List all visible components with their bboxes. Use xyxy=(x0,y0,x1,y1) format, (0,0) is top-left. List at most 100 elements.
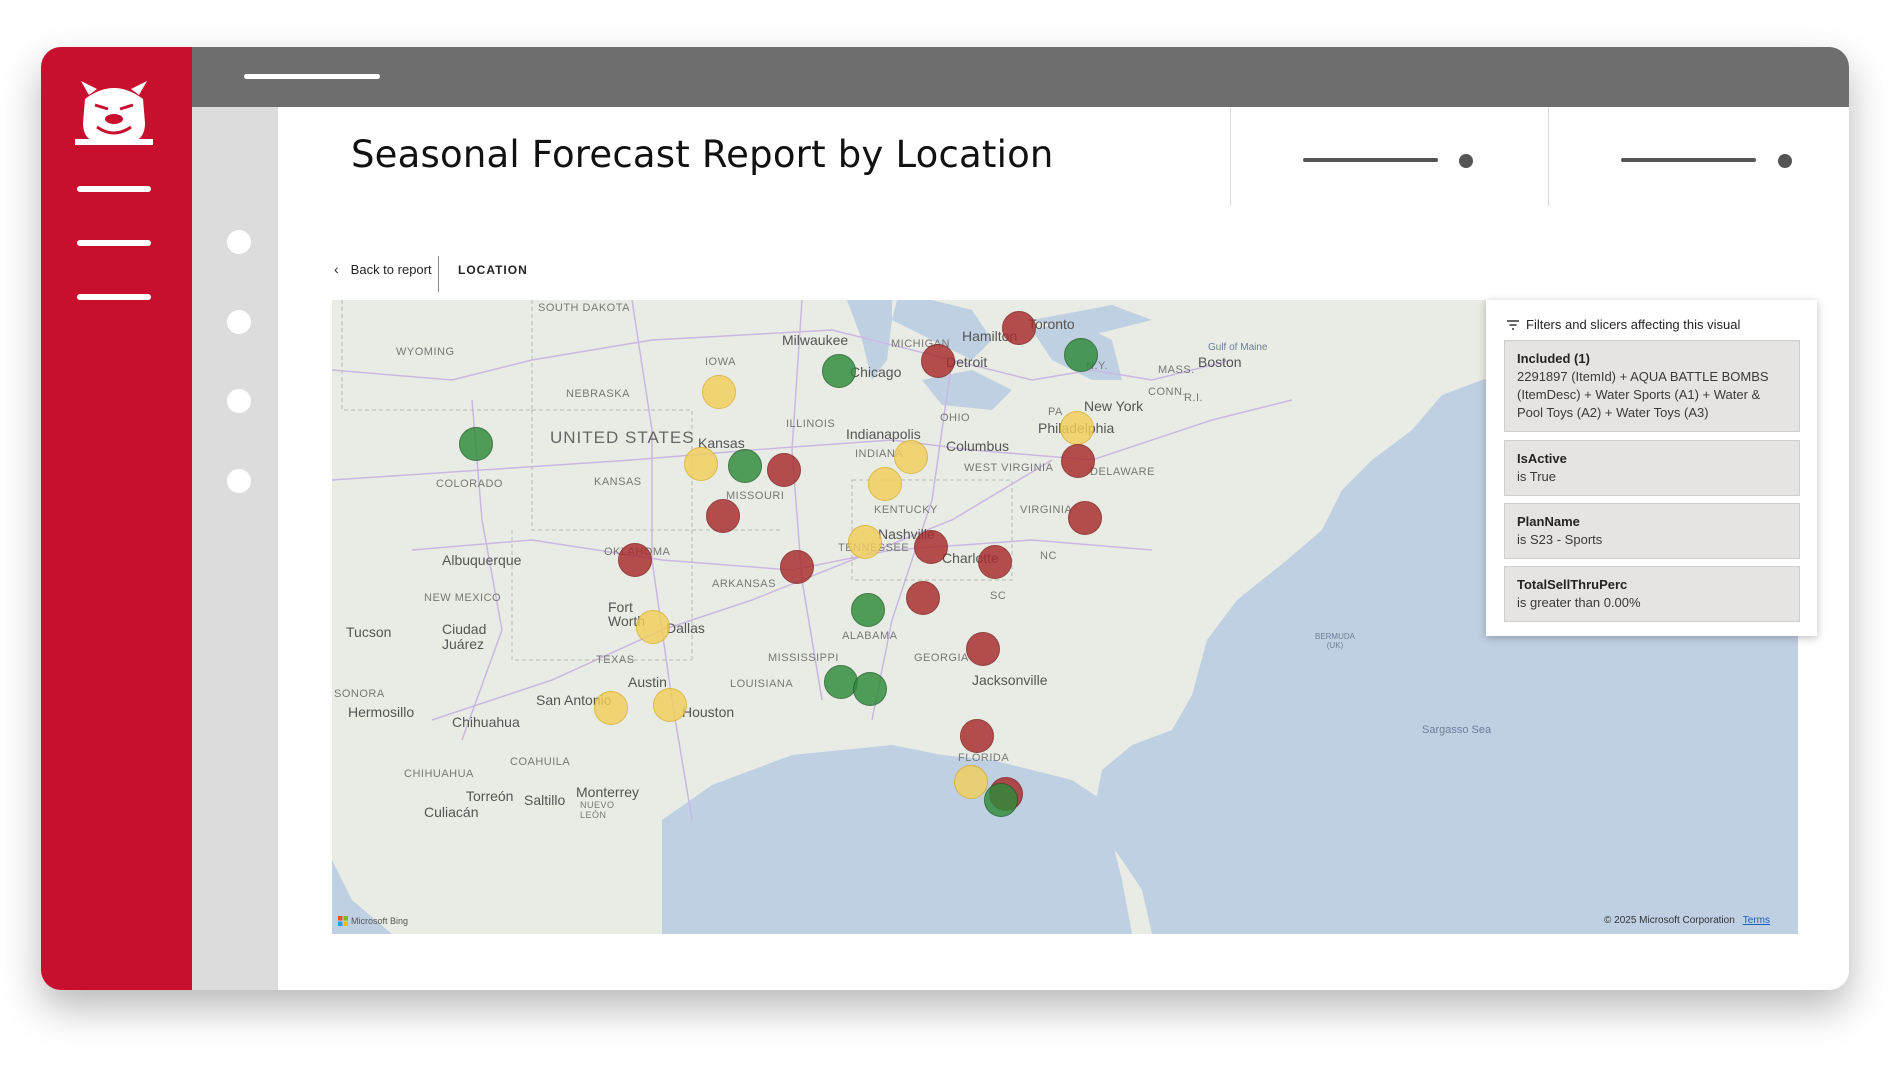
map-label: MISSOURI xyxy=(726,490,785,502)
map-marker-red[interactable] xyxy=(618,543,652,577)
map-marker-yellow[interactable] xyxy=(653,688,687,722)
map-marker-green[interactable] xyxy=(728,449,762,483)
bing-label: Microsoft Bing xyxy=(351,916,409,926)
map-marker-yellow[interactable] xyxy=(684,447,718,481)
map-label: FLORIDA xyxy=(958,752,1010,764)
map-marker-green[interactable] xyxy=(851,593,885,627)
map-marker-red[interactable] xyxy=(960,719,994,753)
top-bar-placeholder-line xyxy=(244,74,380,79)
map-copyright: © 2025 Microsoft Corporation Terms xyxy=(1604,915,1770,926)
map-label: LOUISIANA xyxy=(730,678,794,690)
filter-title: IsActive xyxy=(1517,451,1567,466)
map-marker-yellow[interactable] xyxy=(636,610,670,644)
top-bar xyxy=(192,47,1849,107)
map-marker-red[interactable] xyxy=(978,545,1012,579)
map-label: NUEVO LEÓN xyxy=(580,800,615,820)
map-label: INDIANA xyxy=(855,448,904,460)
map-marker-red[interactable] xyxy=(914,530,948,564)
map-marker-yellow[interactable] xyxy=(1060,411,1094,445)
map-marker-green[interactable] xyxy=(459,427,493,461)
terms-link[interactable]: Terms xyxy=(1742,915,1770,926)
header-slider-dot-2[interactable] xyxy=(1778,154,1792,168)
back-label: Back to report xyxy=(350,261,432,277)
map-label: Columbus xyxy=(946,438,1010,454)
map-marker-green[interactable] xyxy=(984,783,1018,817)
map-label: GEORGIA xyxy=(914,652,969,664)
map-label: MISSISSIPPI xyxy=(768,652,839,664)
map-label: Monterrey xyxy=(576,784,640,800)
map-marker-yellow[interactable] xyxy=(848,525,882,559)
map-label: UNITED STATES xyxy=(550,428,695,447)
map-label: NEBRASKA xyxy=(566,388,630,400)
map-marker-red[interactable] xyxy=(780,550,814,584)
map-label: KANSAS xyxy=(594,476,642,488)
filters-panel: Filters and slicers affecting this visua… xyxy=(1486,300,1817,636)
rail-dot-3[interactable] xyxy=(227,389,251,413)
map-label: Sargasso Sea xyxy=(1422,724,1492,736)
filter-detail: 2291897 (ItemId) + AQUA BATTLE BOMBS (It… xyxy=(1517,369,1769,420)
map-marker-yellow[interactable] xyxy=(702,375,736,409)
map-marker-yellow[interactable] xyxy=(594,691,628,725)
map-marker-green[interactable] xyxy=(1064,338,1098,372)
map-marker-red[interactable] xyxy=(1002,311,1036,345)
copyright-text: © 2025 Microsoft Corporation xyxy=(1604,915,1735,926)
header-slider-dot-1[interactable] xyxy=(1459,154,1473,168)
map-label: VIRGINIA xyxy=(1020,504,1073,516)
map-label: Dallas xyxy=(666,620,705,636)
map-marker-yellow[interactable] xyxy=(894,440,928,474)
filter-card-totalsellthru[interactable]: TotalSellThruPerc is greater than 0.00% xyxy=(1504,566,1800,622)
app-sidebar xyxy=(41,47,192,990)
rail-dot-1[interactable] xyxy=(227,230,251,254)
header-divider-2 xyxy=(1548,107,1549,206)
map-marker-green[interactable] xyxy=(822,354,856,388)
map-label: SC xyxy=(990,590,1007,602)
map-marker-yellow[interactable] xyxy=(868,467,902,501)
filter-card-isactive[interactable]: IsActive is True xyxy=(1504,440,1800,496)
map-label: PA xyxy=(1048,406,1063,418)
filter-card-planname[interactable]: PlanName is S23 - Sports xyxy=(1504,503,1800,559)
map-label: Fort Worth xyxy=(608,599,646,629)
filter-title: Included (1) xyxy=(1517,351,1590,366)
header-slider-line-2[interactable] xyxy=(1621,158,1756,162)
chevron-left-icon: ‹ xyxy=(334,261,339,277)
map-label: OHIO xyxy=(940,412,971,424)
map-marker-red[interactable] xyxy=(966,632,1000,666)
map-marker-red[interactable] xyxy=(1068,501,1102,535)
rail-dot-2[interactable] xyxy=(227,310,251,334)
map-label: Hermosillo xyxy=(348,704,415,720)
bulldog-logo-icon[interactable] xyxy=(75,75,153,145)
map-marker-red[interactable] xyxy=(1061,444,1095,478)
nav-menu-line-2[interactable] xyxy=(77,240,151,246)
map-label: R.I. xyxy=(1184,392,1204,404)
map-label: Chihuahua xyxy=(452,714,520,730)
map-label: Houston xyxy=(682,704,735,720)
back-to-report-button[interactable]: ‹ Back to report xyxy=(334,261,432,277)
nav-menu-line-1[interactable] xyxy=(77,186,151,192)
header-slider-line-1[interactable] xyxy=(1303,158,1438,162)
map-label: NEW MEXICO xyxy=(424,592,502,604)
map-label: DELAWARE xyxy=(1090,466,1155,478)
nav-menu-line-3[interactable] xyxy=(77,294,151,300)
map-label: WYOMING xyxy=(396,346,455,358)
map-marker-green[interactable] xyxy=(853,672,887,706)
map-label: BERMUDA (UK) xyxy=(1314,632,1355,650)
map-marker-red[interactable] xyxy=(906,581,940,615)
map-marker-red[interactable] xyxy=(921,344,955,378)
map-label: ALABAMA xyxy=(842,630,898,642)
map-label: Gulf of Maine xyxy=(1208,342,1268,353)
map-label: ILLINOIS xyxy=(786,418,836,430)
map-label: Indianapolis xyxy=(846,426,921,442)
bing-attribution: Microsoft Bing xyxy=(338,916,408,926)
map-label: San Antonio xyxy=(536,692,612,708)
map-label: Austin xyxy=(628,674,667,690)
rail-dot-4[interactable] xyxy=(227,469,251,493)
filter-card-included[interactable]: Included (1) 2291897 (ItemId) + AQUA BAT… xyxy=(1504,340,1800,432)
map-marker-red[interactable] xyxy=(706,499,740,533)
map-label: Detroit xyxy=(946,354,988,370)
map-marker-red[interactable] xyxy=(767,453,801,487)
map-marker-yellow[interactable] xyxy=(954,765,988,799)
filters-heading-text: Filters and slicers affecting this visua… xyxy=(1526,317,1741,332)
us-map[interactable]: SOUTH DAKOTA WYOMING NEBRASKA IOWA UNITE… xyxy=(332,300,1798,934)
map-label: TEXAS xyxy=(596,654,635,666)
map-label: Milwaukee xyxy=(782,332,849,348)
